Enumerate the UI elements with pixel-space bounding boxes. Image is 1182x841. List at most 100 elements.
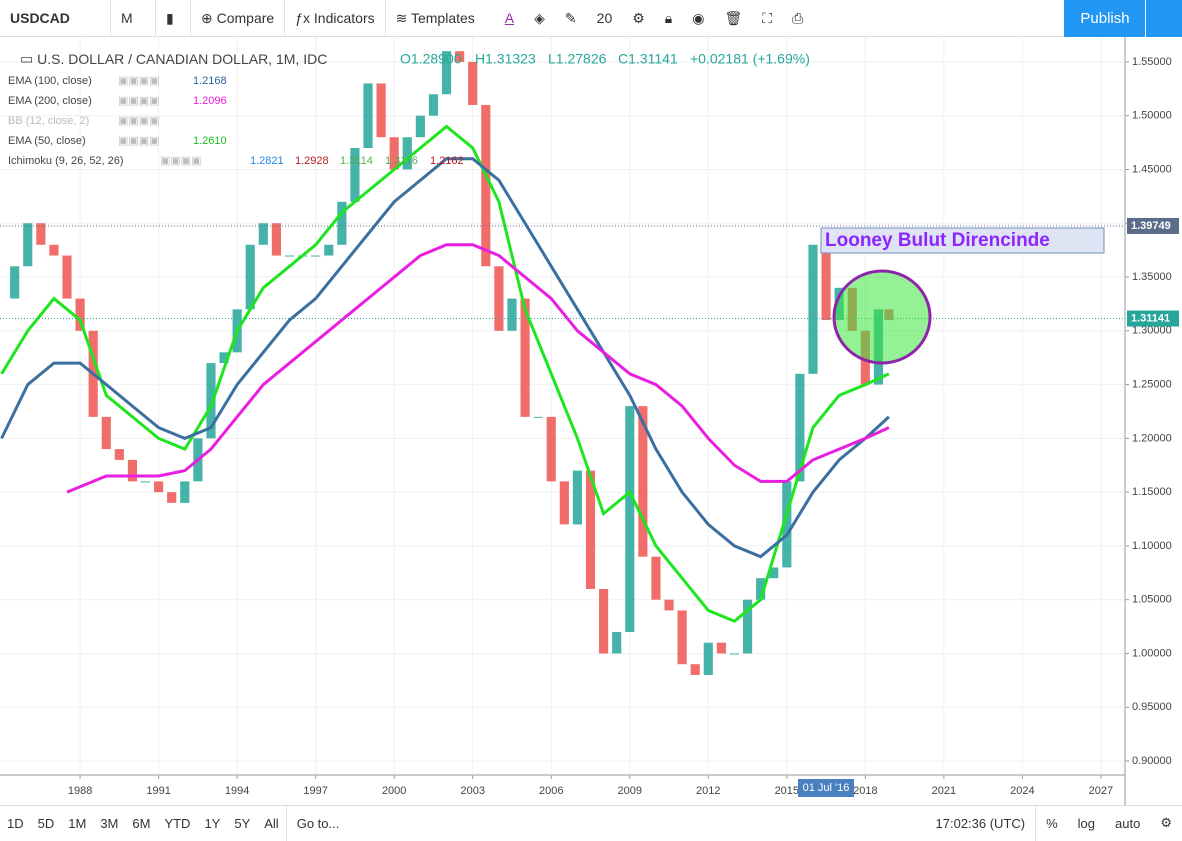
separator bbox=[110, 0, 111, 37]
time-label-bg bbox=[798, 779, 854, 797]
separator bbox=[190, 0, 191, 37]
fullscreen[interactable]: ⛶ bbox=[762, 9, 773, 26]
indicator-buttons: ▣▣▣▣ bbox=[160, 155, 202, 167]
symbol[interactable]: USDCAD bbox=[10, 10, 70, 26]
candle bbox=[284, 255, 295, 257]
x-tick-label: 1991 bbox=[146, 785, 170, 797]
range-button[interactable]: 5Y bbox=[234, 815, 251, 831]
line-color[interactable]: ✎ bbox=[564, 9, 577, 26]
bottom-bar: 1D 5D 1M 3M 6M YTD 1Y 5Y All Go to... 17:02:36 (… bbox=[0, 805, 1182, 841]
x-tick-label: 1997 bbox=[303, 785, 327, 797]
auto-toggle[interactable]: auto bbox=[1115, 815, 1141, 831]
indicators-button[interactable]: ƒx Indicators bbox=[295, 10, 375, 26]
candle bbox=[468, 61, 478, 105]
compare-button[interactable]: ⊕ Compare bbox=[201, 9, 275, 26]
ema-line bbox=[0, 157, 890, 559]
replay-button[interactable] bbox=[1145, 0, 1182, 37]
fill-color[interactable]: ◈ bbox=[534, 9, 545, 26]
range-button[interactable]: 1D bbox=[7, 815, 24, 831]
y-tick-label: 0.90000 bbox=[1132, 755, 1172, 767]
candle bbox=[546, 416, 556, 482]
compare-label: Compare bbox=[216, 9, 275, 26]
candle bbox=[664, 599, 674, 611]
candle bbox=[49, 244, 59, 256]
grid bbox=[0, 37, 1125, 775]
separator bbox=[284, 0, 286, 37]
candle bbox=[75, 298, 85, 331]
indicator-name[interactable]: Ichimoku (9, 26, 52, 26) bbox=[8, 155, 124, 167]
candle bbox=[455, 51, 465, 62]
indicator-buttons: ▣▣▣▣ bbox=[118, 115, 160, 127]
indicator-value: 1.2096 bbox=[193, 95, 227, 107]
indicator-value: 1.2928 bbox=[295, 155, 329, 167]
candle bbox=[795, 373, 805, 482]
range-button[interactable]: All bbox=[264, 815, 279, 831]
annotation-box[interactable] bbox=[820, 227, 1105, 254]
range-button[interactable]: YTD bbox=[164, 815, 191, 831]
lock[interactable]: 🔒︎ bbox=[664, 9, 673, 26]
indicator-buttons: ▣▣▣▣ bbox=[118, 135, 160, 147]
snapshot[interactable]: ⎙ bbox=[792, 9, 804, 26]
y-tick-label: 1.55000 bbox=[1132, 56, 1172, 68]
candle bbox=[140, 481, 151, 483]
candle bbox=[572, 470, 583, 525]
y-tick-label: 0.95000 bbox=[1132, 701, 1172, 713]
ohlc-value: +0.02181 (+1.69%) bbox=[690, 51, 810, 67]
candle bbox=[729, 653, 740, 655]
range-button[interactable]: 6M bbox=[132, 815, 151, 831]
candle bbox=[559, 481, 569, 525]
indicator-buttons: ▣▣▣▣ bbox=[118, 95, 160, 107]
candle bbox=[402, 137, 412, 170]
candle bbox=[808, 244, 818, 374]
candle bbox=[481, 104, 491, 267]
settings[interactable]: ⚙ bbox=[1160, 815, 1172, 830]
y-tick-label: 1.45000 bbox=[1132, 163, 1172, 175]
indicator-name[interactable]: EMA (200, close) bbox=[8, 95, 92, 107]
indicator-name[interactable]: EMA (50, close) bbox=[8, 135, 86, 147]
templates-button[interactable]: ≋ Templates bbox=[395, 9, 475, 26]
range-button[interactable]: 5D bbox=[37, 815, 55, 831]
delete[interactable]: 🗑︎ bbox=[724, 9, 743, 26]
candle bbox=[376, 83, 386, 138]
interval[interactable]: M bbox=[121, 10, 133, 26]
x-tick-label: 2018 bbox=[853, 785, 877, 797]
ema-line bbox=[0, 124, 890, 623]
x-tick-label: 2009 bbox=[618, 785, 642, 797]
candle bbox=[62, 255, 72, 299]
hide[interactable]: ◉ bbox=[692, 9, 705, 26]
candle bbox=[651, 556, 661, 600]
price-label-bg bbox=[1127, 217, 1179, 234]
candle bbox=[585, 470, 596, 589]
templates-label: Templates bbox=[410, 9, 475, 26]
publish-button[interactable]: Publish bbox=[1064, 0, 1146, 37]
range-button[interactable]: 1Y bbox=[204, 815, 221, 831]
x-tick-label: 2021 bbox=[932, 785, 956, 797]
indicator-name[interactable]: BB (12, close, 2) bbox=[8, 115, 89, 127]
range-button[interactable]: 3M bbox=[100, 815, 119, 831]
separator bbox=[384, 0, 386, 37]
indicator-name[interactable]: EMA (100, close) bbox=[8, 75, 92, 87]
x-tick-label: 2006 bbox=[539, 785, 563, 797]
x-tick-label: 2003 bbox=[460, 785, 484, 797]
price-label: 1.39749 bbox=[1131, 220, 1171, 232]
chart-style[interactable]: ▮ bbox=[166, 9, 174, 26]
indicator-value: 1.2168 bbox=[193, 75, 227, 87]
indicator-value: 1.3114 bbox=[340, 155, 373, 167]
candle bbox=[703, 642, 713, 675]
candle bbox=[245, 244, 255, 310]
log-toggle[interactable]: log bbox=[1077, 815, 1096, 831]
text-color[interactable]: A bbox=[504, 10, 515, 26]
percent-toggle[interactable]: % bbox=[1046, 815, 1058, 831]
price-label: 1.31141 bbox=[1131, 312, 1170, 324]
candle bbox=[428, 94, 439, 116]
candle bbox=[716, 642, 726, 654]
y-tick-label: 1.15000 bbox=[1132, 486, 1172, 498]
font-size[interactable]: 20 bbox=[596, 10, 613, 26]
settings[interactable]: ⚙ bbox=[632, 9, 645, 26]
candle bbox=[219, 352, 229, 364]
candle bbox=[311, 255, 321, 257]
candle bbox=[494, 266, 504, 331]
goto[interactable]: Go to... bbox=[296, 815, 340, 831]
range-button[interactable]: 1M bbox=[68, 815, 87, 831]
